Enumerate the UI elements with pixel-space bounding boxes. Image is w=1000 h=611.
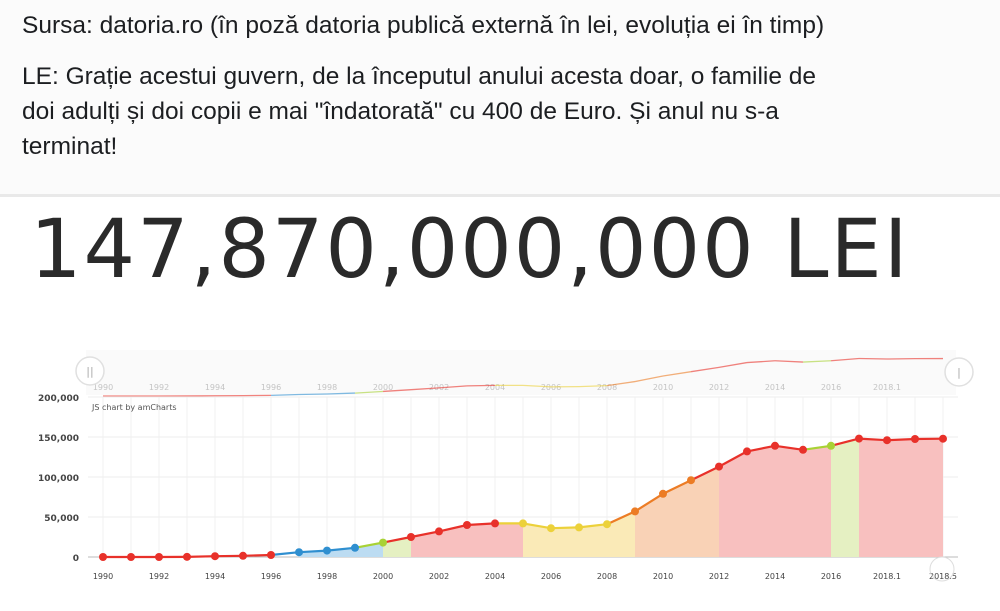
svg-text:2016: 2016 (821, 383, 841, 392)
data-point[interactable] (239, 552, 247, 560)
source-line: Sursa: datoria.ro (în poză datoria publi… (22, 12, 824, 40)
svg-text:2004: 2004 (485, 383, 505, 392)
data-point[interactable] (631, 507, 639, 515)
amcharts-credit[interactable]: JS chart by amCharts (91, 403, 177, 412)
data-point[interactable] (687, 476, 695, 484)
svg-text:2002: 2002 (429, 572, 449, 581)
svg-text:1992: 1992 (149, 383, 169, 392)
data-point[interactable] (491, 519, 499, 527)
scroll-handle-left[interactable]: || (76, 357, 104, 385)
svg-text:2010: 2010 (653, 383, 673, 392)
svg-text:2016: 2016 (821, 572, 841, 581)
svg-text:50,000: 50,000 (44, 514, 79, 524)
svg-text:1998: 1998 (317, 383, 337, 392)
data-point[interactable] (827, 442, 835, 450)
data-point[interactable] (939, 435, 947, 443)
grip-icon: || (86, 365, 93, 378)
data-point[interactable] (575, 523, 583, 531)
data-point[interactable] (155, 553, 163, 561)
svg-text:2018.1: 2018.1 (873, 383, 901, 392)
data-point[interactable] (659, 490, 667, 498)
chart-canvas: 1990 1992 1994 1996 1998 2000 2002 2004 2006 2008… (0, 340, 1000, 606)
svg-text:2006: 2006 (541, 383, 561, 392)
data-point[interactable] (771, 442, 779, 450)
le-line-1: LE: Grație acestui guvern, de la început… (22, 63, 816, 91)
le-line-3: terminat! (22, 133, 117, 161)
svg-text:1996: 1996 (261, 383, 281, 392)
svg-text:2006: 2006 (541, 572, 561, 581)
svg-text:200,000: 200,000 (38, 394, 79, 404)
svg-text:1990: 1990 (93, 572, 113, 581)
data-point[interactable] (323, 547, 331, 555)
data-point[interactable] (407, 533, 415, 541)
svg-text:2012: 2012 (709, 572, 729, 581)
data-point[interactable] (911, 435, 919, 443)
x-axis-ticks: 1990 1992 1994 1996 1998 2000 2002 2004 2006 2008… (93, 572, 957, 581)
svg-text:150,000: 150,000 (38, 434, 79, 444)
svg-text:2012: 2012 (709, 383, 729, 392)
svg-text:1996: 1996 (261, 572, 281, 581)
le-line-2: doi adulți și doi copii e mai "îndatorat… (22, 98, 779, 126)
data-point[interactable] (799, 446, 807, 454)
debt-counter: 147,870,000,000 LEI (30, 203, 910, 297)
data-point[interactable] (127, 553, 135, 561)
svg-text:0: 0 (73, 554, 79, 564)
data-point[interactable] (295, 548, 303, 556)
data-point[interactable] (883, 436, 891, 444)
svg-text:2010: 2010 (653, 572, 673, 581)
svg-text:2000: 2000 (373, 572, 393, 581)
svg-text:1994: 1994 (205, 383, 225, 392)
data-point[interactable] (211, 552, 219, 560)
y-axis-ticks: 200,000 150,000 100,000 50,000 0 (38, 394, 79, 564)
post-text: Sursa: datoria.ro (în poză datoria publi… (0, 0, 1000, 194)
svg-text:2014: 2014 (765, 572, 785, 581)
data-point[interactable] (435, 527, 443, 535)
svg-text:1992: 1992 (149, 572, 169, 581)
data-point[interactable] (99, 553, 107, 561)
data-point[interactable] (351, 544, 359, 552)
svg-text:2014: 2014 (765, 383, 785, 392)
data-point[interactable] (855, 435, 863, 443)
debt-chart: 1990 1992 1994 1996 1998 2000 2002 2004 2006 2008… (0, 340, 1000, 606)
svg-text:1998: 1998 (317, 572, 337, 581)
data-point[interactable] (547, 524, 555, 532)
svg-text:100,000: 100,000 (38, 474, 79, 484)
data-point[interactable] (715, 463, 723, 471)
data-point[interactable] (743, 447, 751, 455)
svg-text:2018.1: 2018.1 (873, 572, 901, 581)
svg-text:2004: 2004 (485, 572, 505, 581)
data-point[interactable] (603, 520, 611, 528)
data-point[interactable] (267, 551, 275, 559)
scroll-handle-right[interactable]: | (945, 358, 973, 386)
svg-text:1994: 1994 (205, 572, 225, 581)
data-point[interactable] (379, 539, 387, 547)
grip-icon: | (957, 366, 961, 379)
data-point[interactable] (183, 553, 191, 561)
svg-text:2008: 2008 (597, 572, 617, 581)
data-point[interactable] (463, 521, 471, 529)
data-point[interactable] (519, 519, 527, 527)
divider (0, 194, 1000, 197)
